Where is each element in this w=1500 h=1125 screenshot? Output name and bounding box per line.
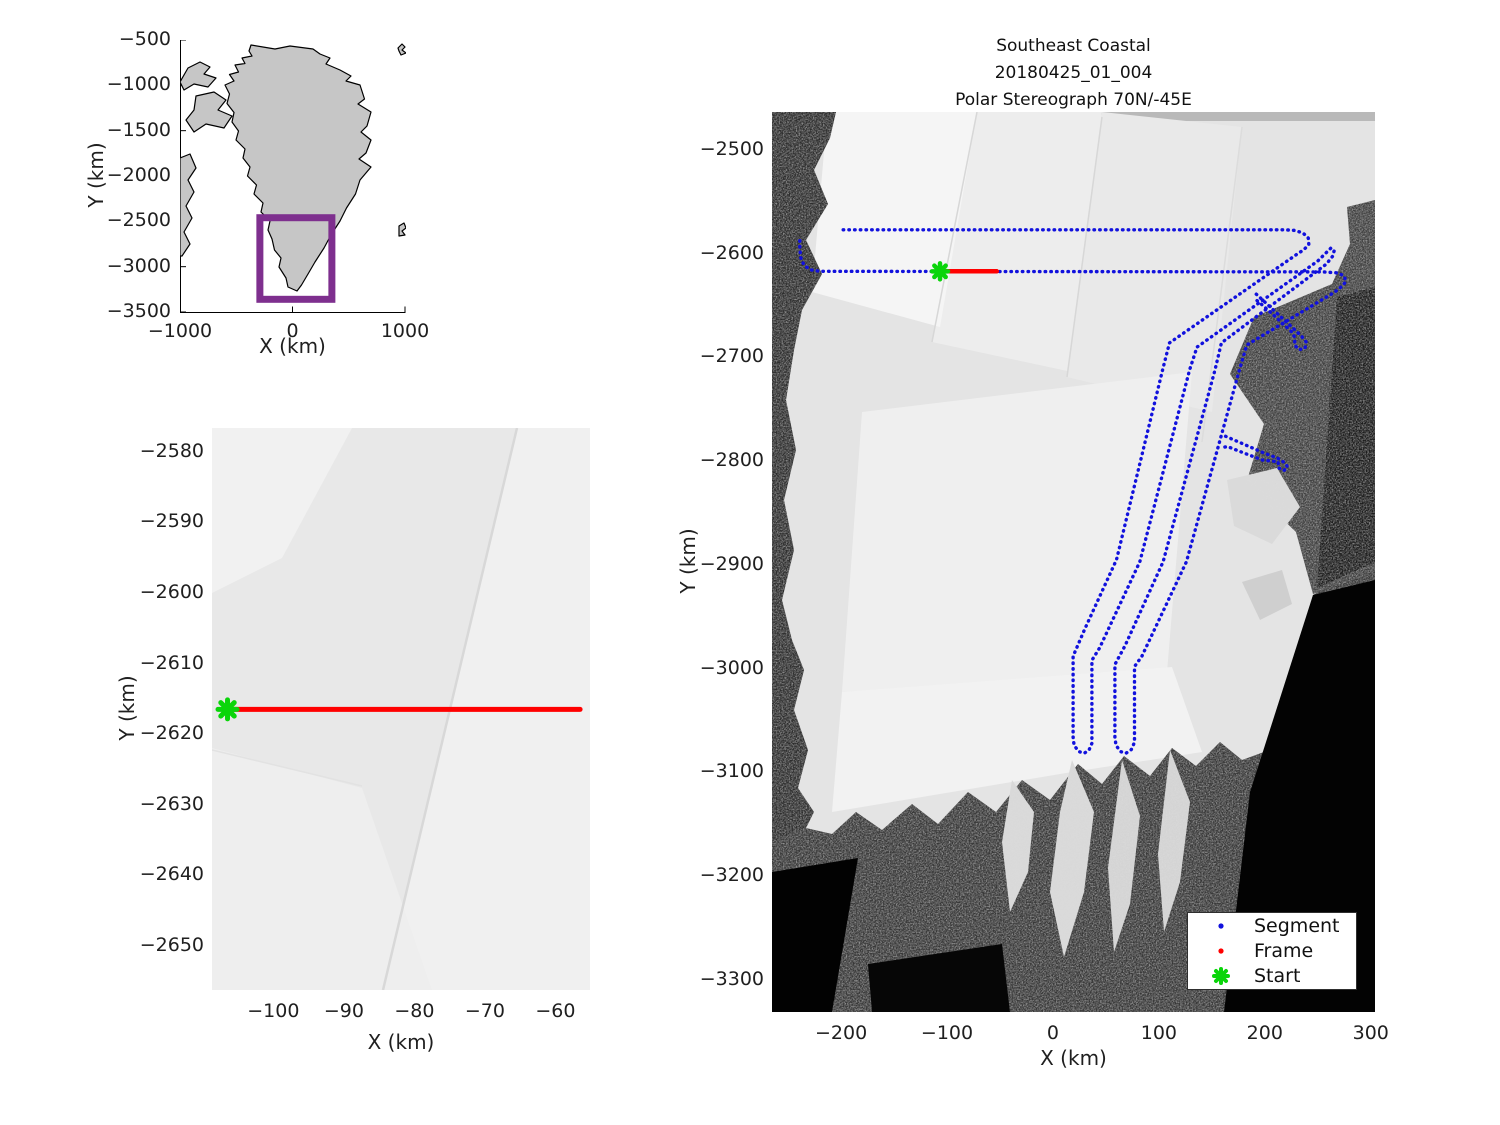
flight-xlabel: X (km) bbox=[1040, 1046, 1107, 1070]
legend-item-segment: Segment bbox=[1188, 914, 1356, 938]
segment-dot-icon bbox=[1188, 917, 1254, 935]
ice-patch bbox=[1242, 570, 1292, 620]
legend-item-frame: Frame bbox=[1188, 939, 1356, 963]
tick-label: −2700 bbox=[699, 345, 764, 368]
start-asterisk-icon bbox=[1188, 966, 1254, 986]
legend-item-start: Start bbox=[1188, 964, 1356, 988]
legend-label: Frame bbox=[1254, 940, 1314, 962]
legend-label: Segment bbox=[1254, 915, 1340, 937]
greenland-outline bbox=[224, 44, 372, 292]
title-projection: Polar Stereograph 70N/-45E bbox=[955, 90, 1192, 110]
tick-label: 1000 bbox=[380, 320, 430, 342]
tick-label: −2590 bbox=[139, 510, 204, 533]
tick-label: −2900 bbox=[699, 552, 764, 575]
segment-satellite-map bbox=[772, 112, 1375, 1012]
frame-xlabel: X (km) bbox=[367, 1030, 435, 1054]
title-region: Southeast Coastal bbox=[996, 36, 1151, 56]
tick-label: −90 bbox=[323, 1000, 364, 1022]
legend-label: Start bbox=[1254, 965, 1301, 987]
frame-zoom-map bbox=[212, 428, 590, 990]
nodata-black bbox=[868, 944, 1010, 1012]
tick-label: −2580 bbox=[139, 439, 204, 462]
roi-rectangle[interactable] bbox=[256, 214, 336, 303]
tick-label: −60 bbox=[535, 1000, 576, 1022]
tick-label: −2000 bbox=[106, 164, 171, 186]
tick-label: −3500 bbox=[106, 300, 171, 322]
flight-map-title: Southeast Coastal 20180425_01_004 Polar … bbox=[772, 33, 1375, 114]
tick-label: −2800 bbox=[699, 449, 764, 472]
tick-label: −2650 bbox=[139, 933, 204, 956]
title-segment-id: 20180425_01_004 bbox=[994, 63, 1153, 83]
start-marker bbox=[929, 261, 951, 282]
tick-label: 0 bbox=[286, 320, 299, 342]
tick-label: −100 bbox=[247, 1000, 300, 1022]
start-marker bbox=[215, 697, 240, 722]
tick-label: −2500 bbox=[106, 209, 171, 232]
tick-label: 0 bbox=[1046, 1022, 1059, 1044]
tick-label: −3100 bbox=[699, 760, 764, 783]
tick-label: −1500 bbox=[106, 118, 171, 141]
tick-label: −200 bbox=[814, 1022, 868, 1044]
tick-label: −2630 bbox=[139, 792, 204, 815]
tick-label: −500 bbox=[118, 28, 171, 50]
tick-label: −80 bbox=[394, 1000, 435, 1022]
tick-label: −2640 bbox=[139, 863, 204, 886]
tick-label: −3000 bbox=[699, 656, 764, 679]
nodata-black bbox=[772, 858, 858, 1012]
arctic-islands-2 bbox=[185, 91, 233, 133]
tick-label: −100 bbox=[920, 1022, 974, 1044]
svalbard-squiggle bbox=[397, 43, 406, 56]
tick-label: −2600 bbox=[139, 581, 204, 603]
satellite-image bbox=[772, 112, 1375, 1012]
tick-label: 200 bbox=[1246, 1022, 1283, 1044]
tick-label: −2600 bbox=[699, 241, 764, 264]
tick-label: −2500 bbox=[699, 137, 764, 160]
overview-xlabel: X (km) bbox=[259, 334, 326, 358]
landmass-group bbox=[180, 43, 406, 292]
tick-label: −3300 bbox=[699, 967, 764, 990]
tick-label: −2620 bbox=[139, 722, 204, 745]
frame-overlay bbox=[215, 697, 583, 722]
tick-label: −2610 bbox=[139, 651, 204, 674]
tick-label: −70 bbox=[464, 1000, 505, 1022]
tick-label: 100 bbox=[1140, 1022, 1178, 1044]
tick-label: 300 bbox=[1352, 1022, 1389, 1044]
baffin-sliver bbox=[180, 153, 197, 257]
nodata-black bbox=[1224, 580, 1375, 1012]
tick-label: −3000 bbox=[106, 254, 171, 277]
arctic-islands bbox=[180, 61, 217, 91]
tick-label: −1000 bbox=[106, 73, 171, 96]
flight-track-overlay bbox=[798, 228, 1348, 755]
frame-dot-icon bbox=[1188, 942, 1254, 960]
tick-label: −1000 bbox=[147, 320, 213, 342]
legend[interactable]: Segment Frame Start bbox=[1187, 912, 1357, 990]
tick-label: −3200 bbox=[699, 864, 764, 887]
iceland-squiggle bbox=[398, 222, 406, 237]
greenland-locator-map bbox=[180, 40, 406, 313]
